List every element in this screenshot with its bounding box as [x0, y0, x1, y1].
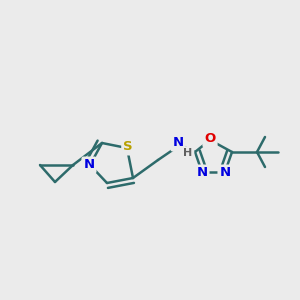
Text: N: N [196, 167, 208, 179]
Text: H: H [183, 148, 193, 158]
Text: N: N [83, 158, 94, 172]
Text: N: N [219, 167, 231, 179]
Text: N: N [172, 136, 184, 149]
Text: O: O [204, 133, 216, 146]
Text: S: S [123, 140, 133, 154]
